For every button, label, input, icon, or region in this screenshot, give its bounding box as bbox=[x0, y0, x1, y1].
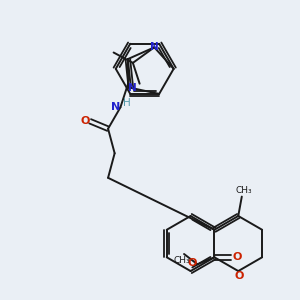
Text: O: O bbox=[232, 252, 242, 262]
Text: CH₃: CH₃ bbox=[235, 186, 252, 195]
Text: N: N bbox=[128, 83, 137, 93]
Text: O: O bbox=[234, 271, 244, 281]
Text: O: O bbox=[80, 116, 90, 126]
Text: N: N bbox=[110, 102, 120, 112]
Text: CH₃: CH₃ bbox=[174, 256, 190, 265]
Text: H: H bbox=[123, 98, 131, 108]
Text: O: O bbox=[187, 258, 196, 268]
Text: N: N bbox=[150, 42, 159, 52]
